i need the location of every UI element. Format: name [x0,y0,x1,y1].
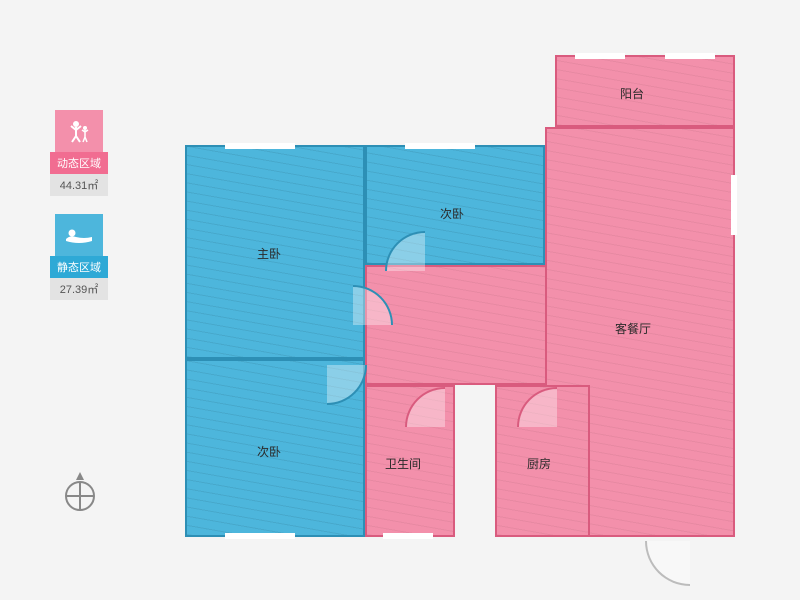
room-label-bed2top: 次卧 [440,205,464,222]
dynamic-zone-icon-box [55,110,103,152]
room-living2 [365,265,547,385]
window-1 [405,143,475,149]
static-zone-icon-box [55,214,103,256]
room-label-balcony: 阳台 [620,85,644,102]
window-5 [225,533,295,539]
balcony-divider [557,127,733,129]
window-0 [225,143,295,149]
dynamic-zone-value: 44.31㎡ [50,174,108,196]
room-label-living: 客餐厅 [615,320,651,337]
window-3 [665,53,715,59]
room-label-master: 主卧 [257,245,281,262]
room-balcony [555,55,735,127]
door-5 [645,541,690,586]
window-4 [731,175,737,235]
compass-icon [60,470,100,519]
window-6 [383,533,433,539]
static-zone-label: 静态区域 [50,256,108,278]
static-zone-value: 27.39㎡ [50,278,108,300]
room-label-kitchen: 厨房 [527,455,551,472]
people-icon [66,118,92,144]
legend-panel: 动态区域 44.31㎡ 静态区域 27.39㎡ [50,110,108,318]
room-label-bath: 卫生间 [385,455,421,472]
floor-plan: 阳台客餐厅卫生间厨房主卧次卧次卧 [185,55,745,555]
room-label-bed2bot: 次卧 [257,443,281,460]
sleep-icon [64,225,94,245]
dynamic-zone-label: 动态区域 [50,152,108,174]
window-2 [575,53,625,59]
